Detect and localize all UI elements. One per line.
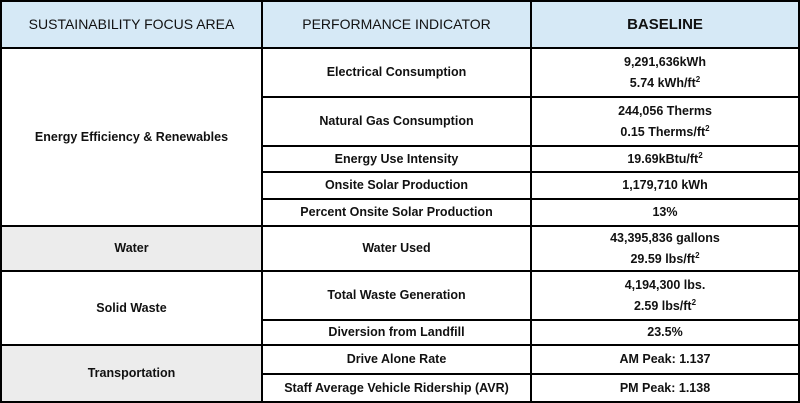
baseline-solar-percent-value: 13%: [652, 205, 678, 219]
indicator-solar-percent-label: Percent Onsite Solar Production: [300, 205, 493, 219]
baseline-eui-value: 19.69kBtu/ft2: [627, 150, 703, 166]
baseline-water-used-intensity: 29.59 lbs/ft2: [630, 250, 700, 266]
baseline-natural-gas: 244,056 Therms 0.15 Therms/ft2: [532, 98, 798, 145]
focus-area-transportation-label: Transportation: [87, 366, 176, 380]
header-focus-area-label: SUSTAINABILITY FOCUS AREA: [28, 16, 235, 32]
baseline-drive-alone-value: AM Peak: 1.137: [619, 352, 711, 366]
indicator-electrical-label: Electrical Consumption: [326, 65, 467, 79]
indicator-total-waste-label: Total Waste Generation: [327, 288, 466, 302]
baseline-electrical-value: 9,291,636kWh: [624, 54, 706, 69]
baseline-diversion: 23.5%: [532, 321, 798, 344]
indicator-solar: Onsite Solar Production: [263, 173, 530, 198]
indicator-diversion-label: Diversion from Landfill: [328, 325, 465, 339]
header-focus-area: SUSTAINABILITY FOCUS AREA: [2, 2, 261, 47]
baseline-total-waste: 4,194,300 lbs. 2.59 lbs/ft2: [532, 272, 798, 319]
indicator-natural-gas: Natural Gas Consumption: [263, 98, 530, 145]
header-baseline: BASELINE: [532, 2, 798, 47]
focus-area-water: Water: [2, 227, 261, 270]
indicator-diversion: Diversion from Landfill: [263, 321, 530, 344]
focus-area-energy-label: Energy Efficiency & Renewables: [34, 129, 229, 144]
header-performance-indicator-label: PERFORMANCE INDICATOR: [302, 16, 491, 32]
indicator-electrical: Electrical Consumption: [263, 49, 530, 96]
focus-area-energy: Energy Efficiency & Renewables: [2, 49, 261, 225]
baseline-water-used-value: 43,395,836 gallons: [610, 230, 720, 245]
header-performance-indicator: PERFORMANCE INDICATOR: [263, 2, 530, 47]
baseline-solar-value: 1,179,710 kWh: [622, 178, 708, 192]
baseline-eui: 19.69kBtu/ft2: [532, 147, 798, 171]
baseline-avr: PM Peak: 1.138: [532, 375, 798, 401]
baseline-total-waste-value: 4,194,300 lbs.: [624, 277, 706, 292]
indicator-natural-gas-label: Natural Gas Consumption: [319, 114, 474, 128]
indicator-total-waste: Total Waste Generation: [263, 272, 530, 319]
indicator-avr-label: Staff Average Vehicle Ridership (AVR): [284, 380, 509, 395]
baseline-natural-gas-value: 244,056 Therms: [618, 103, 712, 118]
baseline-natural-gas-intensity: 0.15 Therms/ft2: [620, 123, 710, 139]
header-baseline-label: BASELINE: [627, 16, 703, 33]
baseline-electrical: 9,291,636kWh 5.74 kWh/ft2: [532, 49, 798, 96]
baseline-total-waste-intensity: 2.59 lbs/ft2: [633, 297, 697, 313]
indicator-water-used: Water Used: [263, 227, 530, 270]
baseline-water-used: 43,395,836 gallons 29.59 lbs/ft2: [532, 227, 798, 270]
baseline-solar-percent: 13%: [532, 200, 798, 225]
indicator-drive-alone: Drive Alone Rate: [263, 346, 530, 373]
focus-area-transportation: Transportation: [2, 346, 261, 401]
indicator-eui: Energy Use Intensity: [263, 147, 530, 171]
indicator-solar-percent: Percent Onsite Solar Production: [263, 200, 530, 225]
baseline-drive-alone: AM Peak: 1.137: [532, 346, 798, 373]
indicator-drive-alone-label: Drive Alone Rate: [346, 352, 447, 366]
baseline-electrical-intensity: 5.74 kWh/ft2: [629, 74, 701, 90]
focus-area-water-label: Water: [114, 241, 149, 255]
indicator-eui-label: Energy Use Intensity: [334, 151, 459, 166]
baseline-avr-value: PM Peak: 1.138: [619, 380, 711, 395]
indicator-water-used-label: Water Used: [362, 241, 431, 255]
indicator-avr: Staff Average Vehicle Ridership (AVR): [263, 375, 530, 401]
focus-area-solid-waste: Solid Waste: [2, 272, 261, 344]
focus-area-solid-waste-label: Solid Waste: [96, 300, 167, 315]
baseline-solar: 1,179,710 kWh: [532, 173, 798, 198]
baseline-diversion-value: 23.5%: [647, 325, 683, 339]
indicator-solar-label: Onsite Solar Production: [324, 178, 469, 192]
